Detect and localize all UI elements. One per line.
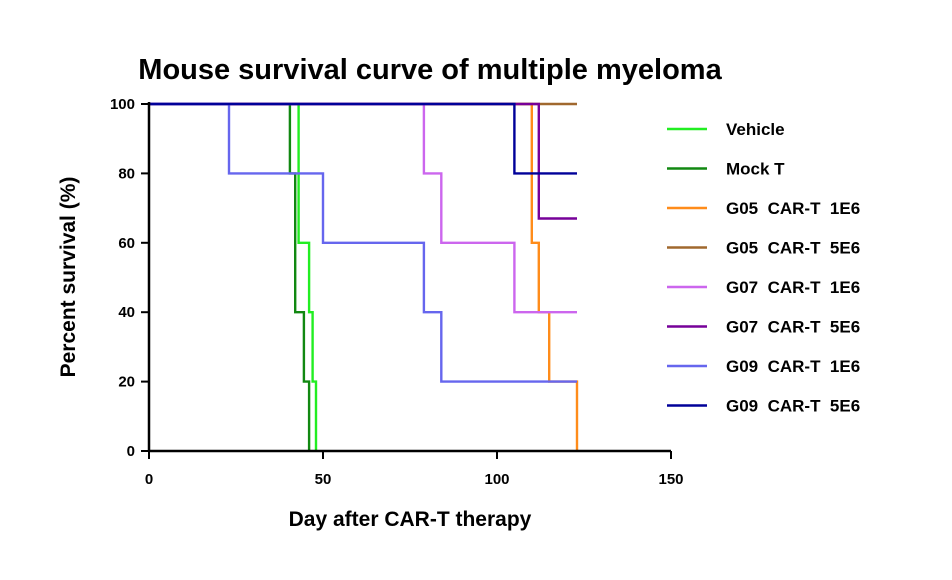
x-tick-label: 0	[145, 471, 153, 488]
y-tick-label: 0	[127, 443, 135, 460]
axes	[147, 102, 671, 453]
x-axis-label: Day after CAR-T therapy	[289, 508, 532, 531]
legend-label-g05-car-t-5e6: G05 CAR-T 5E6	[726, 239, 860, 258]
y-tick-label: 40	[118, 304, 135, 321]
chart-title: Mouse survival curve of multiple myeloma	[138, 54, 722, 86]
plot-lines	[149, 102, 579, 451]
legend: Vehicle Mock T G05 CAR-T 1E6 G05 CAR-T 5E6 G…	[667, 120, 860, 416]
x-tick-label: 50	[315, 471, 332, 488]
y-axis-label: Percent survival (%)	[57, 177, 80, 378]
series-line-g07-car-t-5e6	[149, 102, 577, 220]
legend-label-g09-car-t-5e6: G09 CAR-T 5E6	[726, 397, 860, 416]
y-tick-label: 20	[118, 374, 135, 391]
x-tick-label: 150	[658, 471, 683, 488]
series-line-g07-car-t-1e6	[149, 102, 577, 314]
y-ticks: 0 20 40 60 80 100	[110, 96, 149, 460]
x-ticks: 0 50 100 150	[145, 451, 684, 488]
legend-label-g05-car-t-1e6: G05 CAR-T 1E6	[726, 199, 860, 218]
legend-label-g09-car-t-1e6: G09 CAR-T 1E6	[726, 357, 860, 376]
x-tick-label: 100	[484, 471, 509, 488]
legend-label-vehicle: Vehicle	[726, 120, 785, 139]
legend-label-g07-car-t-1e6: G07 CAR-T 1E6	[726, 278, 860, 297]
y-tick-label: 100	[110, 96, 135, 113]
y-tick-label: 80	[118, 165, 135, 182]
y-tick-label: 60	[118, 235, 135, 252]
series-line-mock-t	[149, 102, 311, 451]
series-line-g09-car-t-5e6	[149, 102, 577, 175]
legend-label-mock-t: Mock T	[726, 160, 785, 179]
legend-label-g07-car-t-5e6: G07 CAR-T 5E6	[726, 318, 860, 337]
series-line-g09-car-t-1e6	[149, 102, 577, 383]
series-line-g05-car-t-1e6	[149, 102, 579, 451]
series-line-vehicle	[149, 102, 318, 451]
